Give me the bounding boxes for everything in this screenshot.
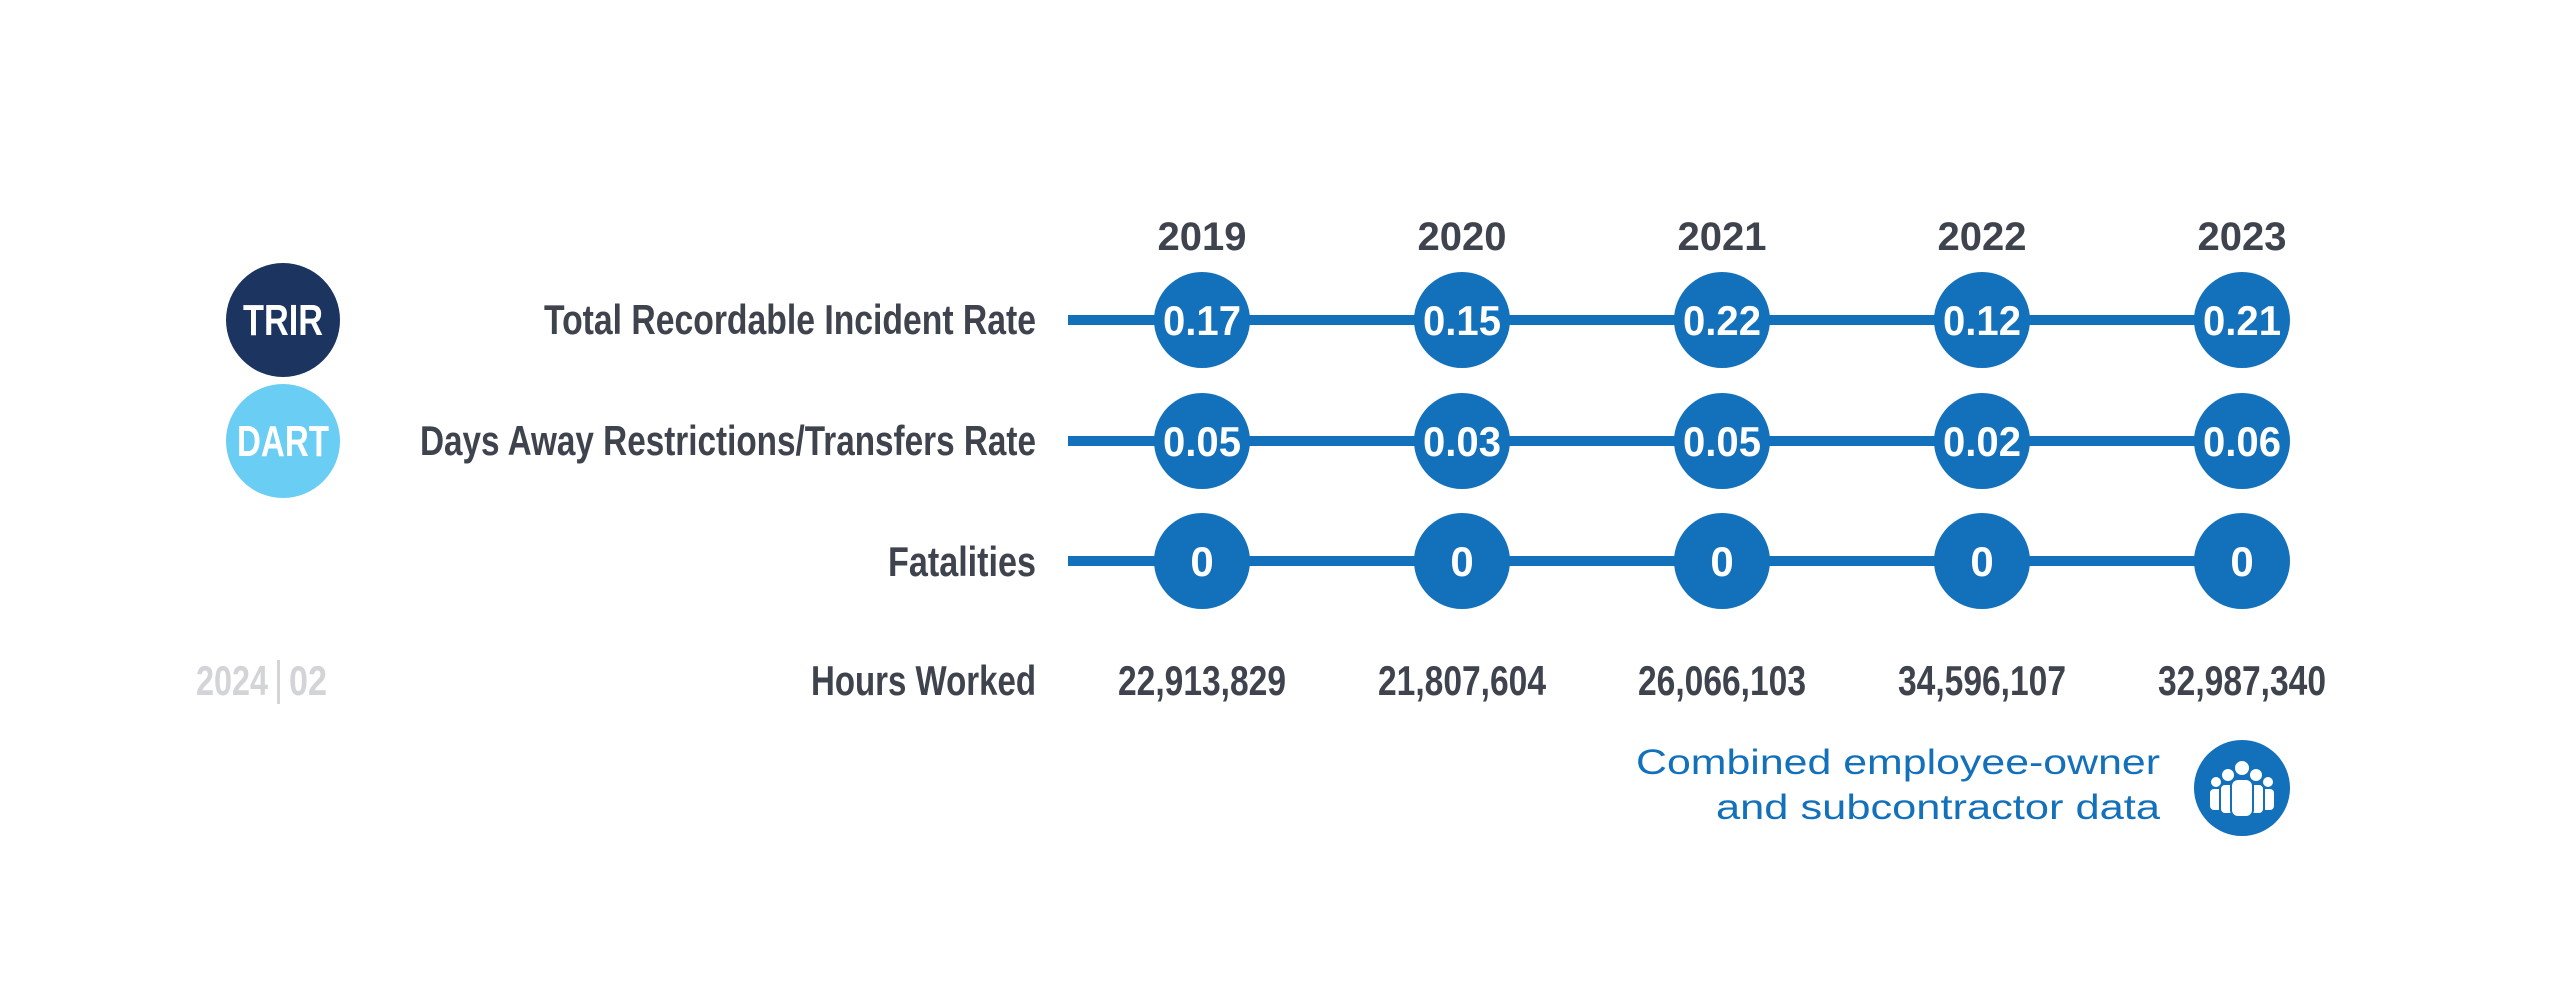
value-label-trir-2021: 0.22 bbox=[1683, 297, 1761, 344]
value-label-dart-2020: 0.03 bbox=[1423, 418, 1501, 465]
value-circle-dart-2023 bbox=[2194, 393, 2290, 489]
trir-badge bbox=[226, 263, 340, 377]
value-circle-trir-2023 bbox=[2194, 272, 2290, 368]
hours-worked-2023: 32,987,340 bbox=[2158, 657, 2326, 704]
value-label-dart-2023: 0.06 bbox=[2203, 418, 2281, 465]
value-label-dart-2022: 0.02 bbox=[1943, 418, 2021, 465]
year-header-2021: 2021 bbox=[1678, 215, 1767, 259]
row-label-hours-worked: Hours Worked bbox=[811, 657, 1036, 704]
value-label-trir-2023: 0.21 bbox=[2203, 297, 2281, 344]
dart-badge-label: DART bbox=[237, 417, 329, 466]
report-code-number: 02 bbox=[289, 657, 327, 704]
year-header-2022: 2022 bbox=[1938, 215, 2027, 259]
value-circle-dart-2022 bbox=[1934, 393, 2030, 489]
year-header-2020: 2020 bbox=[1418, 215, 1507, 259]
value-circle-fatalities-2023 bbox=[2194, 513, 2290, 609]
value-circle-dart-2020 bbox=[1414, 393, 1510, 489]
value-label-trir-2022: 0.12 bbox=[1943, 297, 2021, 344]
year-header-2023: 2023 bbox=[2198, 215, 2287, 259]
people-group-icon bbox=[2194, 740, 2290, 836]
hours-worked-2022: 34,596,107 bbox=[1898, 657, 2066, 704]
value-label-trir-2020: 0.15 bbox=[1423, 297, 1501, 344]
value-circle-fatalities-2020 bbox=[1414, 513, 1510, 609]
value-label-dart-2019: 0.05 bbox=[1163, 418, 1241, 465]
value-circle-fatalities-2019 bbox=[1154, 513, 1250, 609]
value-circle-trir-2022 bbox=[1934, 272, 2030, 368]
value-circle-trir-2021 bbox=[1674, 272, 1770, 368]
value-circle-fatalities-2021 bbox=[1674, 513, 1770, 609]
value-label-fatalities-2022: 0 bbox=[1970, 538, 1993, 585]
value-label-fatalities-2021: 0 bbox=[1710, 538, 1733, 585]
value-circle-dart-2021 bbox=[1674, 393, 1770, 489]
value-label-fatalities-2023: 0 bbox=[2230, 538, 2253, 585]
value-circle-fatalities-2022 bbox=[1934, 513, 2030, 609]
trir-badge-label: TRIR bbox=[243, 296, 323, 345]
dart-badge bbox=[226, 384, 340, 498]
note-line-2: and subcontractor data bbox=[1716, 788, 2161, 827]
value-label-trir-2019: 0.17 bbox=[1163, 297, 1241, 344]
value-label-dart-2021: 0.05 bbox=[1683, 418, 1761, 465]
year-header-2019: 2019 bbox=[1158, 215, 1247, 259]
value-circle-trir-2020 bbox=[1414, 272, 1510, 368]
value-circle-trir-2019 bbox=[1154, 272, 1250, 368]
row-label-dart: Days Away Restrictions/Transfers Rate bbox=[420, 417, 1036, 464]
hours-worked-2021: 26,066,103 bbox=[1638, 657, 1806, 704]
report-code-divider bbox=[277, 660, 280, 704]
value-label-fatalities-2020: 0 bbox=[1450, 538, 1473, 585]
hours-worked-2019: 22,913,829 bbox=[1118, 657, 1286, 704]
row-label-fatalities: Fatalities bbox=[888, 538, 1036, 585]
note-line-1: Combined employee-owner bbox=[1636, 743, 2160, 782]
chart-marks: 2019 2020 2021 2022 2023 0.17 0.15 0.22 0.12 0.21… bbox=[1118, 215, 2326, 704]
hours-worked-2020: 21,807,604 bbox=[1378, 657, 1547, 704]
report-code-year: 2024 bbox=[196, 657, 268, 704]
row-label-trir: Total Recordable Incident Rate bbox=[544, 296, 1036, 343]
value-circle-dart-2019 bbox=[1154, 393, 1250, 489]
value-label-fatalities-2019: 0 bbox=[1190, 538, 1213, 585]
